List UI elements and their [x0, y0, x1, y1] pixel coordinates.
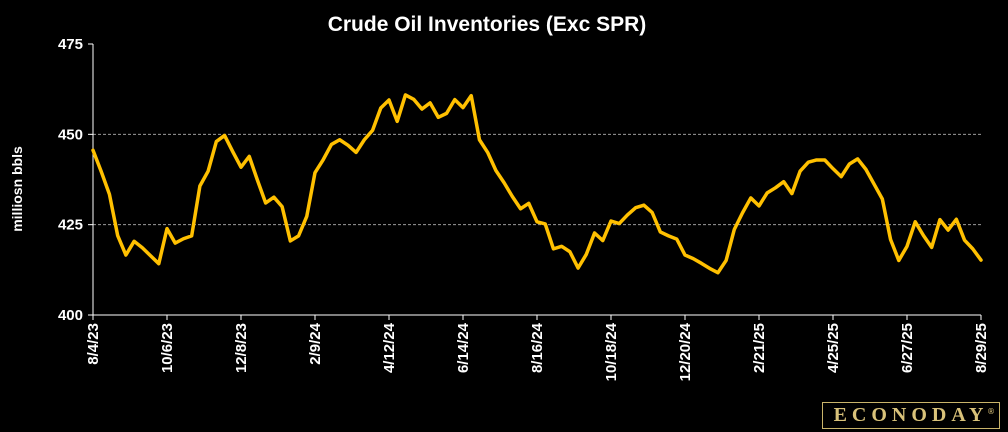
x-tick-label: 2/9/24	[307, 322, 324, 364]
y-tick-label: 450	[58, 126, 83, 143]
x-tick-label: 4/12/24	[381, 322, 398, 373]
x-tick-label: 12/20/24	[677, 322, 694, 381]
y-tick-label: 400	[58, 307, 83, 324]
econoday-logo: ECONODAY ®	[822, 402, 1000, 429]
y-tick-label: 475	[58, 36, 83, 53]
x-tick-label: 2/21/25	[751, 323, 768, 373]
gridlines	[93, 133, 981, 226]
registered-mark: ®	[987, 407, 995, 416]
y-axis-ticks: 400 425 450 475	[58, 36, 93, 324]
x-axis-ticks: 8/4/23 10/6/23 12/8/23 2/9/24 4/12/24 6/14/24…	[85, 315, 990, 381]
inventory-series-line	[91, 93, 983, 275]
y-axis-label: milliosn bbls	[9, 146, 25, 232]
chart-title: Crude Oil Inventories (Exc SPR)	[328, 13, 647, 36]
x-tick-label: 6/27/25	[899, 323, 916, 373]
x-tick-label: 10/18/24	[603, 322, 620, 381]
y-tick-label: 425	[58, 217, 83, 234]
x-tick-label: 4/25/25	[825, 323, 842, 373]
logo-text: ECONODAY	[833, 404, 989, 426]
x-tick-label: 8/16/24	[529, 322, 546, 373]
x-tick-label: 6/14/24	[455, 322, 472, 373]
x-tick-label: 10/6/23	[159, 323, 176, 373]
x-tick-label: 8/29/25	[973, 323, 990, 373]
x-tick-label: 8/4/23	[85, 323, 102, 365]
x-tick-label: 12/8/23	[233, 323, 250, 373]
